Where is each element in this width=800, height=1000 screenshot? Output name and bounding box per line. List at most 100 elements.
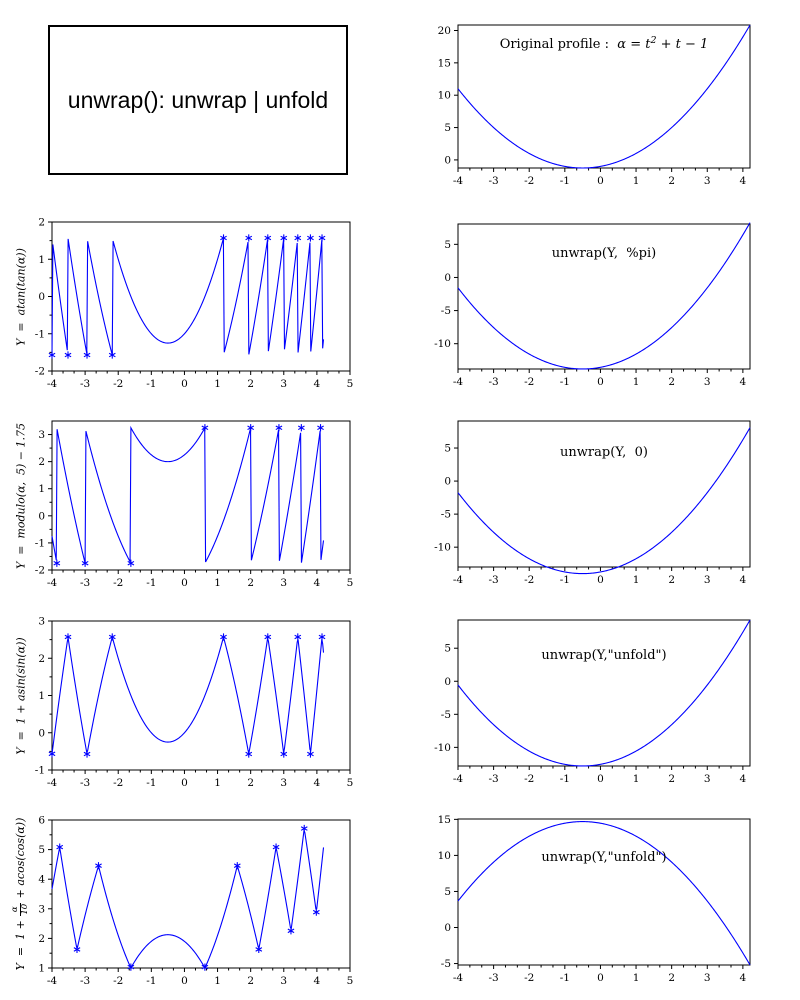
tick-labels: -4 -3 -2 -1 0 1 2 3 4 5 1 2 3 4 5 6 [38, 815, 353, 988]
axis-ticks [48, 819, 351, 972]
x-tick-label: -1 [560, 972, 570, 984]
fraction: α 10 [9, 902, 30, 916]
fraction-numerator: α [9, 906, 20, 913]
y-axis-label: Y = modulo(α, 5) − 1.75 [11, 421, 29, 570]
y-axis-label-text: Y = atan(tan(α)) [13, 247, 27, 346]
x-tick-label: 3 [704, 574, 711, 586]
x-tick-label: -3 [488, 175, 498, 187]
star-marker [312, 908, 320, 916]
x-tick-label: 1 [214, 378, 221, 390]
star-marker [272, 843, 280, 851]
x-tick-label: -4 [47, 378, 58, 390]
curve-line [457, 24, 751, 169]
jump-markers [56, 824, 320, 971]
y-tick-label: 1 [38, 690, 45, 702]
x-tick-label: -4 [453, 574, 464, 586]
x-tick-label: -2 [524, 376, 534, 388]
y-tick-label: 2 [38, 456, 45, 468]
tick-labels: -4 -3 -2 -1 0 1 2 3 4 -5 0 5 10 15 [438, 814, 747, 984]
plot-title: unwrap(Y, 0) [458, 445, 750, 460]
y-tick-label: 5 [444, 443, 451, 455]
y-tick-label: 1 [38, 254, 45, 266]
plot-frame [51, 819, 351, 969]
x-tick-label: 2 [668, 175, 675, 187]
curve-line [51, 828, 325, 970]
x-tick-label: 1 [633, 574, 640, 586]
plot-frame [457, 818, 751, 966]
x-tick-label: -1 [146, 378, 156, 390]
y-tick-label: 3 [38, 616, 45, 628]
x-tick-label: -2 [113, 577, 123, 589]
x-tick-label: 4 [314, 577, 321, 589]
plot-wrapped-acos-cos: -4 -3 -2 -1 0 1 2 3 4 5 1 2 3 4 5 6 [38, 815, 353, 988]
curve-line [51, 635, 325, 755]
star-marker [247, 424, 255, 432]
axis-ticks [48, 434, 351, 574]
y-tick-label: 5 [444, 122, 451, 134]
curve-line [51, 425, 325, 564]
y-tick-label: 15 [438, 814, 451, 826]
plot-title: Original profile : α = t2 + t − 1 [458, 35, 750, 52]
x-tick-label: 0 [597, 773, 604, 785]
axis-ticks [454, 818, 744, 969]
tick-labels: -4 -3 -2 -1 0 1 2 3 4 5 -2 -1 0 1 2 3 [35, 429, 354, 589]
tick-labels: -4 -3 -2 -1 0 1 2 3 4-10-505 [434, 443, 746, 586]
plot-title-segment: + t − 1 [656, 37, 709, 53]
x-tick-label: 5 [347, 777, 354, 789]
star-marker [317, 424, 324, 432]
x-tick-label: -1 [560, 574, 570, 586]
y-tick-label: -2 [35, 565, 45, 577]
star-marker [300, 824, 308, 833]
x-tick-label: 1 [633, 175, 640, 187]
y-tick-label: 0 [444, 272, 451, 284]
x-tick-label: -4 [47, 577, 58, 589]
x-tick-label: 4 [740, 574, 747, 586]
x-tick-label: -3 [80, 577, 90, 589]
x-tick-label: 0 [181, 378, 188, 390]
plot-original-profile: -4 -3 -2 -1 0 1 2 3 4 0 5 10 15 20 [438, 24, 751, 187]
star-marker [318, 234, 326, 242]
y-tick-label: 5 [38, 844, 45, 856]
y-axis-label: Y = 1 + α 10 + acos(cos(α)) [9, 818, 30, 971]
x-tick-label: -1 [146, 975, 156, 987]
x-tick-label: 1 [214, 777, 221, 789]
star-marker [201, 424, 209, 432]
y-axis-label: Y = atan(tan(α)) [11, 222, 29, 371]
plot-title-segment: unwrap(Y,"unfold") [541, 648, 667, 663]
star-marker [255, 945, 263, 954]
x-tick-label: 4 [740, 773, 747, 785]
star-marker [53, 559, 61, 567]
y-tick-label: -5 [441, 305, 451, 317]
x-tick-label: 2 [668, 574, 675, 586]
y-axis-label-text: Y = 1 + asin(sin(α)) [13, 636, 27, 755]
curve-line [457, 427, 751, 575]
x-tick-label: -1 [560, 376, 570, 388]
axis-ticks [48, 620, 351, 774]
x-tick-label: -2 [113, 378, 123, 390]
curve-line [457, 222, 751, 370]
star-marker [108, 351, 116, 359]
x-tick-label: -2 [113, 777, 123, 789]
x-tick-label: -4 [453, 175, 464, 187]
star-marker [275, 424, 283, 432]
x-tick-label: -3 [488, 972, 498, 984]
y-tick-label: 5 [444, 239, 451, 251]
x-tick-label: 2 [247, 975, 254, 987]
x-tick-label: 0 [181, 577, 188, 589]
star-marker [83, 750, 91, 758]
y-tick-label: 6 [38, 815, 45, 827]
x-tick-label: 4 [314, 777, 321, 789]
y-tick-label: -5 [441, 709, 451, 721]
plot-title: unwrap(Y,"unfold") [458, 850, 750, 865]
x-tick-label: -4 [453, 972, 464, 984]
star-marker [287, 927, 295, 935]
star-marker [64, 351, 72, 359]
x-tick-label: 4 [740, 175, 747, 187]
demo-title-text: unwrap(): unwrap | unfold [67, 86, 329, 113]
star-marker [280, 750, 288, 758]
x-tick-label: -2 [524, 574, 534, 586]
x-tick-label: -3 [488, 376, 498, 388]
plot-title-segment: unwrap(Y,"unfold") [541, 850, 667, 865]
x-tick-label: -3 [80, 975, 90, 987]
star-marker [297, 424, 305, 432]
